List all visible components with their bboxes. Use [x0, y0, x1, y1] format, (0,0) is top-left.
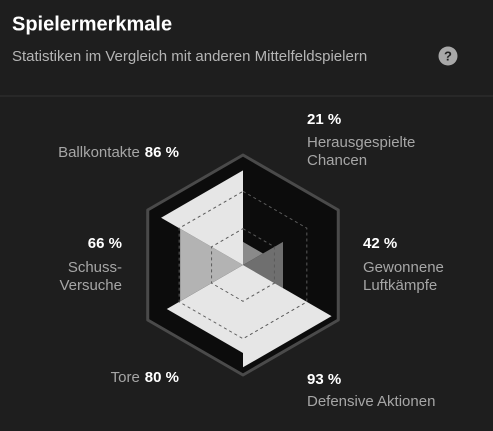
attribute-name: Defensive Aktionen	[307, 393, 435, 410]
radar-sector	[161, 170, 243, 265]
help-icon-circle[interactable]	[438, 46, 458, 66]
attribute-name: Herausgespielte	[307, 134, 415, 151]
attribute-value: 80 %	[145, 369, 179, 386]
attribute-label: Ballkontakte 86 %	[58, 144, 179, 161]
attribute-value: 21 %	[307, 111, 341, 128]
grid-ring	[178, 190, 308, 340]
attribute-value: 93 %	[307, 371, 341, 388]
attribute-value: 42 %	[363, 235, 397, 252]
help-button[interactable]: ?	[438, 46, 458, 66]
attribute-name: Schuss-	[68, 259, 122, 276]
attribute-label: Tore 80 %	[111, 369, 179, 386]
radar-sector	[243, 265, 332, 368]
attribute-name: Luftkämpfe	[363, 277, 437, 294]
radar-sector	[166, 265, 243, 353]
radar-sector	[243, 241, 264, 265]
attribute-value: 66 %	[88, 235, 122, 252]
attribute-value: 86 %	[145, 144, 179, 161]
card-title: Spielermerkmale	[12, 13, 172, 35]
attribute-name: Tore	[111, 369, 140, 386]
attribute-name: Ballkontakte	[58, 144, 140, 161]
grid-ring	[211, 228, 275, 302]
attribute-name: Chancen	[307, 152, 367, 169]
attribute-name: Versuche	[59, 277, 122, 294]
radar-sector	[243, 241, 284, 289]
attribute-name: Gewonnene	[363, 259, 444, 276]
help-icon-glyph[interactable]: ?	[444, 48, 452, 63]
card-subtitle: Statistiken im Vergleich mit anderen Mit…	[12, 48, 367, 65]
